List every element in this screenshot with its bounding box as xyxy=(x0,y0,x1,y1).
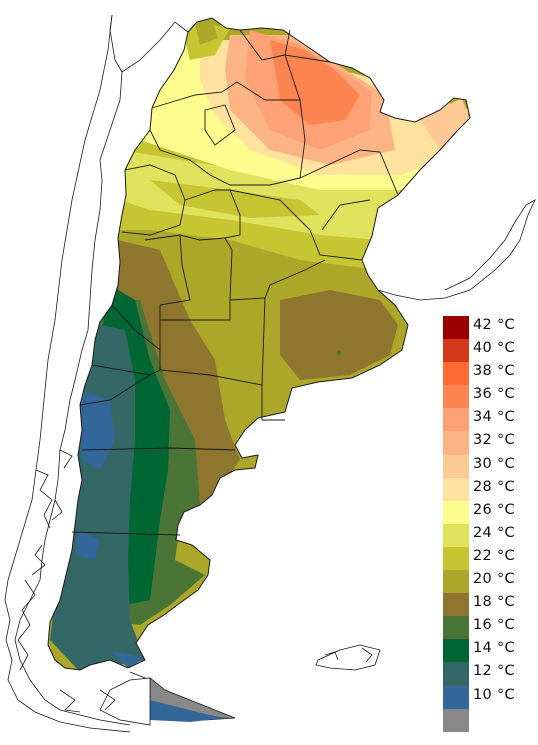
legend-item: 24 °C xyxy=(443,523,535,547)
legend-swatch xyxy=(443,546,469,571)
legend-item: 42 °C xyxy=(443,316,535,340)
legend-swatch xyxy=(443,316,469,340)
legend-label: 24 °C xyxy=(473,524,515,541)
legend-item: 12 °C xyxy=(443,662,535,686)
legend-swatch xyxy=(443,477,469,501)
legend-item: 14 °C xyxy=(443,639,535,663)
legend-item: 30 °C xyxy=(443,454,535,478)
legend-swatch xyxy=(443,339,469,363)
legend-swatch xyxy=(443,708,469,732)
legend-label: 26 °C xyxy=(473,501,515,518)
legend-swatch xyxy=(443,570,469,594)
legend-item: 20 °C xyxy=(443,570,535,594)
legend-label: 42 °C xyxy=(473,317,515,333)
legend-item: 36 °C xyxy=(443,385,535,409)
legend-label: 32 °C xyxy=(473,432,515,449)
legend-swatch xyxy=(443,408,469,432)
legend-swatch xyxy=(443,523,469,547)
legend-label: 38 °C xyxy=(473,363,515,380)
legend-item: 10 °C xyxy=(443,685,535,709)
legend-label: 34 °C xyxy=(473,409,515,426)
legend-swatch xyxy=(443,593,469,617)
legend-item: 22 °C xyxy=(443,546,535,571)
legend-label: 12 °C xyxy=(473,663,515,680)
legend-label: 22 °C xyxy=(473,547,515,564)
legend-label: 28 °C xyxy=(473,478,515,495)
legend-item: 26 °C xyxy=(443,500,535,524)
legend-item: 28 °C xyxy=(443,477,535,501)
legend-item: 34 °C xyxy=(443,408,535,432)
legend-swatch xyxy=(443,616,469,640)
legend-item: 32 °C xyxy=(443,431,535,455)
legend-label: 14 °C xyxy=(473,640,515,657)
legend-swatch xyxy=(443,662,469,686)
legend-swatch xyxy=(443,362,469,386)
legend-item: 16 °C xyxy=(443,616,535,640)
legend-label: 40 °C xyxy=(473,340,515,357)
legend-label: 10 °C xyxy=(473,686,515,703)
legend-label: 30 °C xyxy=(473,455,515,472)
legend-item: 18 °C xyxy=(443,593,535,617)
legend-label: 36 °C xyxy=(473,386,515,403)
legend-swatch xyxy=(443,431,469,455)
temperature-legend: 42 °C 40 °C 38 °C 36 °C 34 °C 32 °C 30 °C 28 °C… xyxy=(443,316,535,732)
legend-swatch xyxy=(443,639,469,663)
legend-swatch xyxy=(443,385,469,409)
legend-swatch xyxy=(443,500,469,524)
legend-label: 18 °C xyxy=(473,594,515,611)
legend-item xyxy=(443,708,535,732)
legend-label: 16 °C xyxy=(473,617,515,634)
legend-swatch xyxy=(443,685,469,709)
legend-item: 38 °C xyxy=(443,362,535,386)
legend-label: 20 °C xyxy=(473,571,515,588)
legend-item: 40 °C xyxy=(443,339,535,363)
legend-swatch xyxy=(443,454,469,478)
